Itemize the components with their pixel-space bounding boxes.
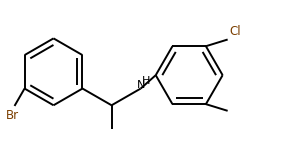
Text: N: N xyxy=(137,80,146,90)
Text: Br: Br xyxy=(6,109,19,122)
Text: H: H xyxy=(142,76,151,86)
Text: Cl: Cl xyxy=(229,25,241,38)
